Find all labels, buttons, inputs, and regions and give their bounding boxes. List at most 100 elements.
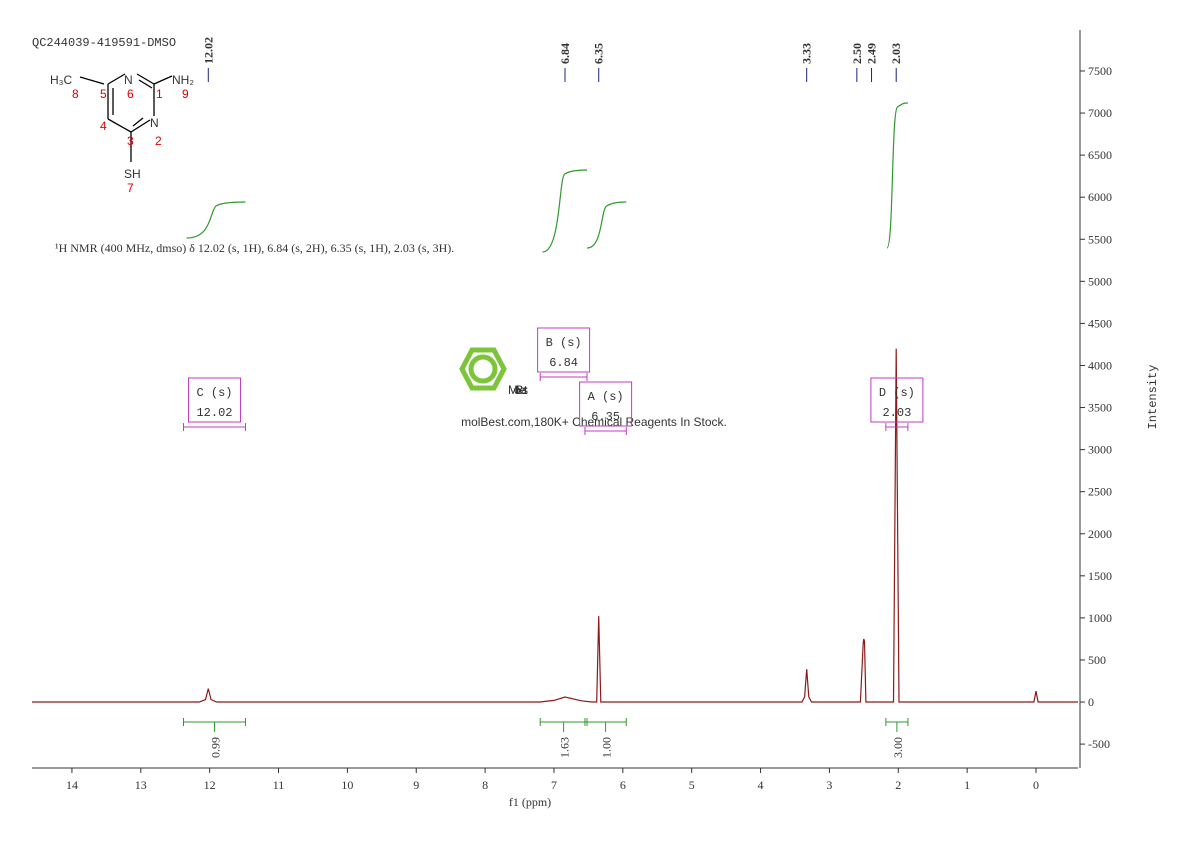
bond bbox=[136, 73, 155, 85]
x-tick-label: 12 bbox=[204, 778, 216, 792]
peak-label: 6.84 bbox=[558, 43, 572, 64]
y-tick-label: 6500 bbox=[1088, 148, 1112, 162]
multiplet-shift: 12.02 bbox=[196, 406, 232, 420]
bond bbox=[107, 118, 132, 133]
bond bbox=[107, 73, 126, 85]
multiplet-box bbox=[537, 327, 591, 373]
multiplet-box bbox=[187, 377, 241, 423]
x-tick-label: 14 bbox=[66, 778, 78, 792]
integral-label: 1.00 bbox=[600, 737, 614, 758]
x-tick-label: 1 bbox=[964, 778, 970, 792]
integral-range bbox=[885, 718, 909, 732]
integral-label: 0.99 bbox=[208, 737, 222, 758]
multiplet-box bbox=[870, 377, 924, 423]
x-tick-label: 11 bbox=[273, 778, 285, 792]
y-tick-label: 4500 bbox=[1088, 316, 1112, 330]
atom-number: 6 bbox=[127, 87, 134, 101]
peak-label: 3.33 bbox=[800, 43, 814, 64]
multiplet-shift: 6.35 bbox=[591, 410, 620, 424]
structure bbox=[79, 73, 173, 162]
bond bbox=[153, 75, 173, 85]
bond bbox=[130, 119, 151, 133]
y-tick-label: 1000 bbox=[1088, 611, 1112, 625]
atom-label: N bbox=[124, 73, 133, 87]
x-tick-label: 3 bbox=[826, 778, 832, 792]
y-tick-label: 7000 bbox=[1088, 106, 1112, 120]
peak-label: 2.50 bbox=[850, 43, 864, 64]
atom-number: 1 bbox=[156, 87, 163, 101]
y-tick-label: 3500 bbox=[1088, 401, 1112, 415]
watermark-logo bbox=[459, 347, 507, 391]
y-tick-label: 5500 bbox=[1088, 232, 1112, 246]
multiplet-name: D (s) bbox=[879, 386, 915, 400]
integral-range bbox=[539, 718, 588, 732]
watermark-subtitle: molBest.com,180K+ Chemical Reagents In S… bbox=[461, 415, 727, 429]
atom-label: NH₂ bbox=[172, 73, 194, 87]
peak-label: 2.03 bbox=[889, 43, 903, 64]
peak-label: 12.02 bbox=[201, 37, 215, 64]
y-tick-label: 500 bbox=[1088, 653, 1106, 667]
y-tick-label: 2500 bbox=[1088, 485, 1112, 499]
nmr-description: ¹H NMR (400 MHz, dmso) δ 12.02 (s, 1H), … bbox=[55, 241, 454, 255]
multiplet-name: A (s) bbox=[588, 390, 624, 404]
atom-label: N bbox=[150, 116, 159, 130]
integral-label: 1.63 bbox=[558, 737, 572, 758]
multiplet-shift: 6.84 bbox=[549, 356, 578, 370]
atom-number: 7 bbox=[127, 181, 134, 195]
integral-curve bbox=[186, 201, 246, 239]
atom-label: H₃C bbox=[50, 73, 73, 87]
multiplet-range bbox=[584, 427, 627, 435]
x-tick-label: 2 bbox=[895, 778, 901, 792]
multiplet-range bbox=[182, 423, 246, 431]
x-tick-label: 5 bbox=[689, 778, 695, 792]
atom-number: 4 bbox=[100, 119, 107, 133]
spectrum-line bbox=[32, 348, 1078, 703]
atom-number: 5 bbox=[100, 87, 107, 101]
multiplet-name: B (s) bbox=[546, 336, 582, 350]
y-tick-label: 4000 bbox=[1088, 358, 1112, 372]
integral-label: 3.00 bbox=[891, 737, 905, 758]
atom-number: 2 bbox=[155, 134, 162, 148]
multiplet-range bbox=[885, 423, 909, 431]
atom-number: 9 bbox=[182, 87, 189, 101]
x-axis-label: f1 (ppm) bbox=[509, 795, 551, 809]
x-tick-label: 0 bbox=[1033, 778, 1039, 792]
integral-curve bbox=[586, 201, 627, 249]
y-tick-label: 0 bbox=[1088, 695, 1094, 709]
x-tick-label: 7 bbox=[551, 778, 557, 792]
y-tick-label: 6000 bbox=[1088, 190, 1112, 204]
integral-range bbox=[182, 718, 246, 732]
bond bbox=[79, 76, 105, 85]
x-tick-label: 6 bbox=[620, 778, 626, 792]
y-tick-label: 5000 bbox=[1088, 274, 1112, 288]
integral-curve bbox=[542, 169, 588, 253]
bond bbox=[132, 117, 144, 127]
x-tick-label: 13 bbox=[135, 778, 147, 792]
atom-number: 8 bbox=[72, 87, 79, 101]
peak-label: 2.49 bbox=[865, 43, 879, 64]
y-axis-label: Intensity bbox=[1146, 365, 1160, 430]
x-tick-label: 8 bbox=[482, 778, 488, 792]
bond bbox=[138, 79, 153, 89]
multiplet-range bbox=[539, 373, 588, 381]
y-tick-label: 7500 bbox=[1088, 64, 1112, 78]
watermark: MolBest bbox=[508, 383, 528, 397]
multiplet-name: C (s) bbox=[196, 386, 232, 400]
x-tick-label: 4 bbox=[758, 778, 764, 792]
y-tick-label: -500 bbox=[1088, 737, 1110, 751]
integral-curve bbox=[886, 102, 908, 249]
atom-label: SH bbox=[124, 167, 141, 181]
x-tick-label: 10 bbox=[341, 778, 353, 792]
y-tick-label: 3000 bbox=[1088, 443, 1112, 457]
x-tick-label: 9 bbox=[413, 778, 419, 792]
peak-label: 6.35 bbox=[592, 43, 606, 64]
multiplet-box bbox=[579, 381, 633, 427]
chart-title: QC244039-419591-DMSO bbox=[32, 36, 176, 50]
integral-range bbox=[584, 718, 627, 732]
y-tick-label: 1500 bbox=[1088, 569, 1112, 583]
atom-number: 3 bbox=[127, 134, 134, 148]
multiplet-shift: 2.03 bbox=[882, 406, 911, 420]
y-tick-label: 2000 bbox=[1088, 527, 1112, 541]
